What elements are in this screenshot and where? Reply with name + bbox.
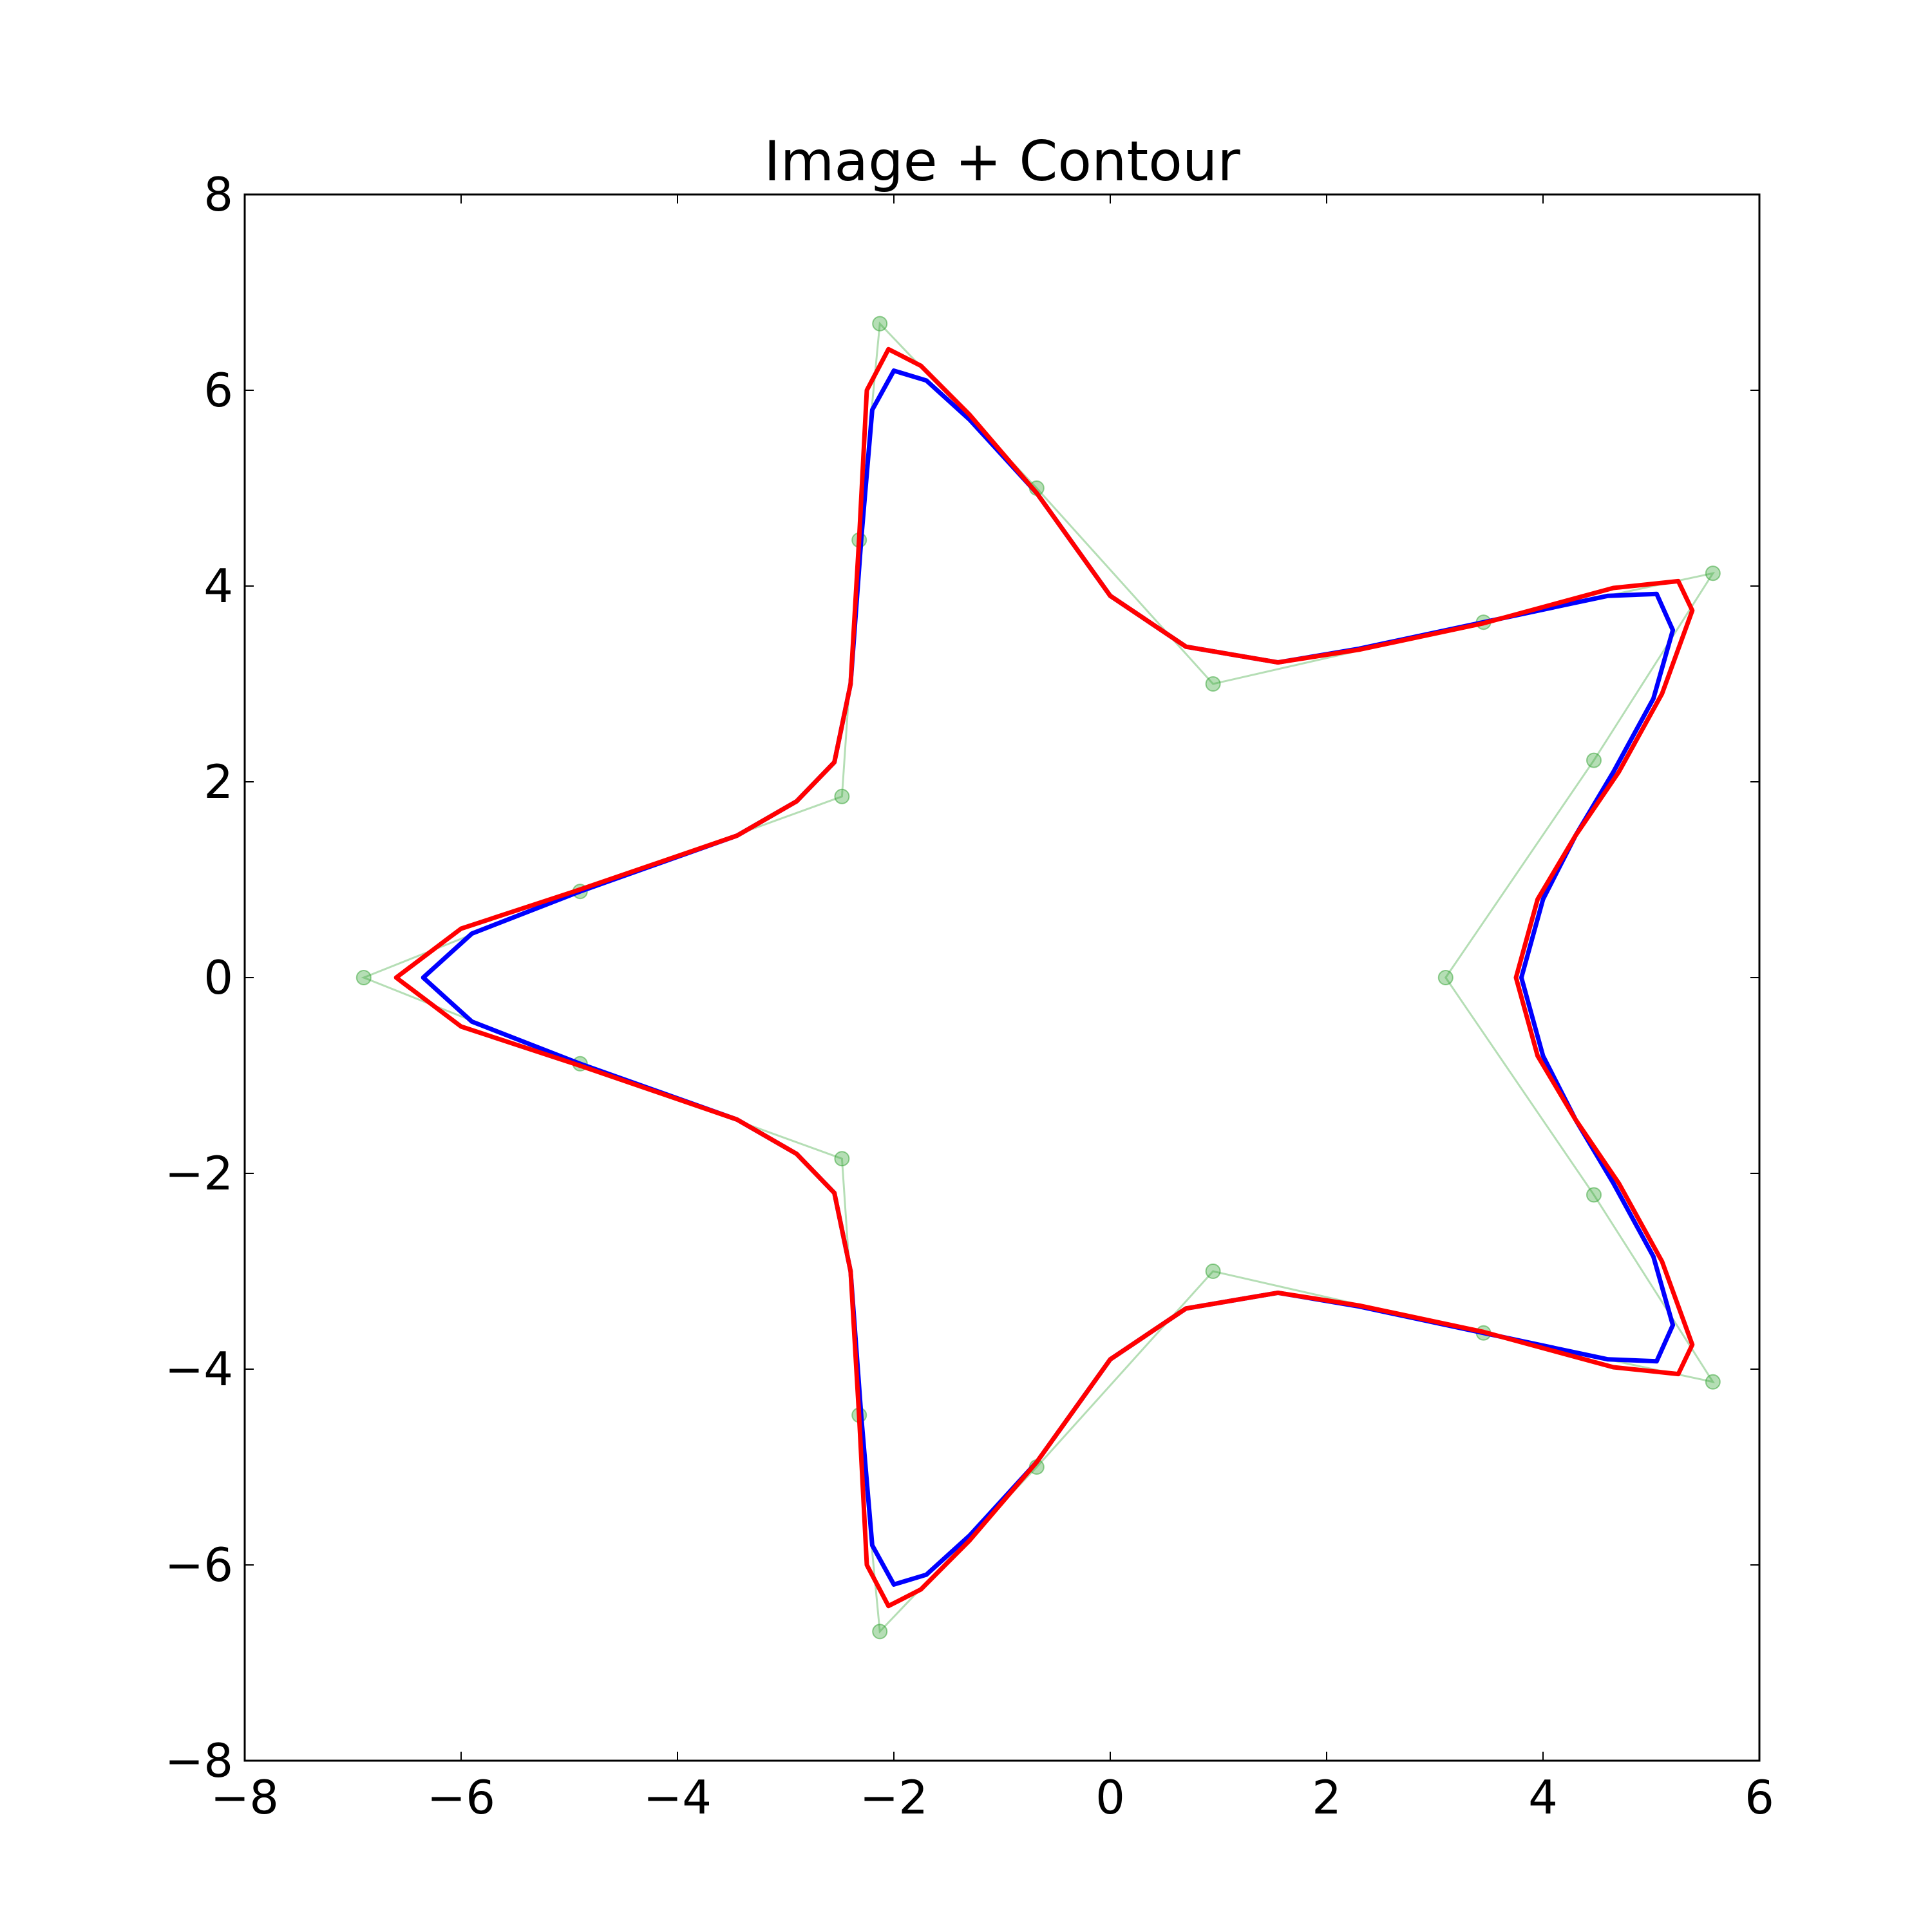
control-point (1205, 676, 1221, 692)
control-point (1705, 565, 1721, 582)
y-axis: −8 −6 −4 −2 0 2 4 6 8 (165, 167, 1759, 1788)
control-point (872, 1624, 888, 1640)
control-point (872, 316, 888, 332)
y-tick-label: 8 (204, 167, 233, 222)
x-tick-label: −2 (860, 1770, 928, 1824)
x-tick-label: −4 (643, 1770, 712, 1824)
contour-layer (393, 346, 1695, 1609)
contour-red-line (393, 346, 1695, 1609)
control-point (1586, 1187, 1602, 1203)
chart-title: Image + Contour (764, 129, 1240, 194)
y-tick-label: −4 (165, 1342, 233, 1396)
y-tick-label: 0 (204, 951, 233, 1005)
plot-area (245, 194, 1759, 1761)
y-tick-label: 4 (204, 559, 233, 613)
control-point (834, 788, 850, 804)
y-tick-label: 6 (204, 363, 233, 417)
y-tick-label: −2 (165, 1146, 233, 1200)
y-tick-label: 2 (204, 755, 233, 809)
x-tick-label: 2 (1312, 1770, 1341, 1824)
y-tick-label: −8 (165, 1734, 233, 1788)
x-axis: −8 −6 −4 −2 0 2 4 6 (211, 194, 1774, 1824)
control-point (1586, 752, 1602, 768)
control-point (834, 1151, 850, 1167)
x-tick-label: 6 (1745, 1770, 1774, 1824)
control-point (355, 970, 372, 985)
x-tick-label: 0 (1095, 1770, 1125, 1824)
control-point (1437, 970, 1454, 985)
control-point (1205, 1264, 1221, 1279)
x-tick-label: −6 (427, 1770, 495, 1824)
x-tick-label: 4 (1528, 1770, 1558, 1824)
y-tick-label: −6 (165, 1538, 233, 1592)
x-tick-label: −8 (211, 1770, 279, 1824)
control-point (1705, 1374, 1721, 1390)
